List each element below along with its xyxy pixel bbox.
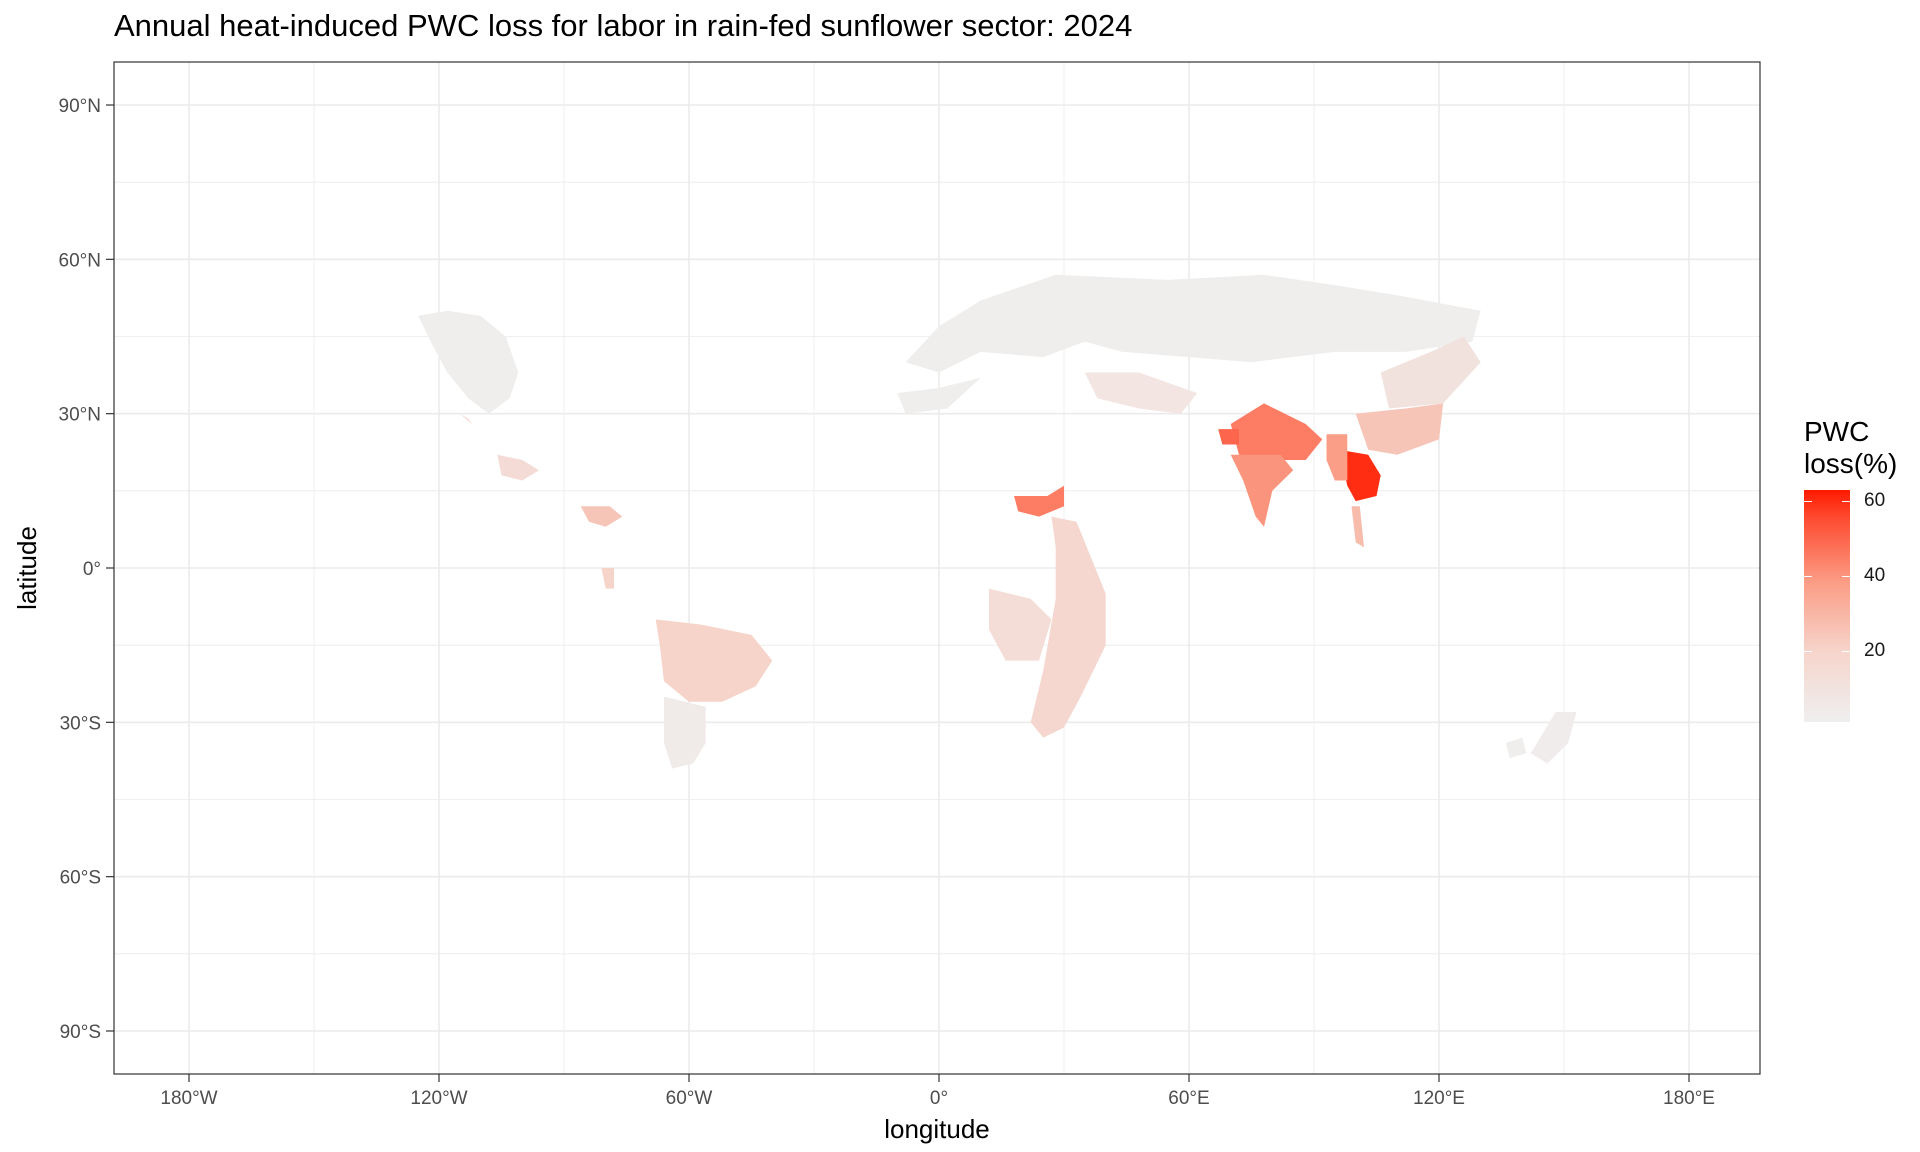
region-australia-southwest	[1505, 737, 1527, 759]
y-axis-title: latitude	[12, 526, 42, 610]
legend-colorbar	[1804, 490, 1850, 722]
region-north-america-west	[418, 310, 519, 414]
chart-title: Annual heat-induced PWC loss for labor i…	[114, 8, 1133, 43]
legend-title-line2: loss(%)	[1804, 448, 1898, 479]
region-china-east	[1380, 336, 1481, 409]
x-tick-label: 180°E	[1663, 1088, 1715, 1109]
y-tick-label: 30°S	[60, 713, 101, 734]
region-south-america-south	[664, 696, 706, 769]
legend-tick-label: 20	[1864, 639, 1886, 661]
x-tick-label: 60°E	[1168, 1088, 1209, 1109]
region-pakistan-patch	[1218, 429, 1239, 445]
region-india-south	[1230, 454, 1294, 527]
legend: PWC loss(%) 60 40 20	[1804, 416, 1920, 722]
legend-tick-mark	[1842, 650, 1850, 652]
region-north-africa	[897, 377, 981, 414]
x-axis-ticks: 180°W 120°W 60°W 0° 60°E 120°E 180°E	[160, 1074, 1715, 1109]
y-tick-label: 90°S	[60, 1022, 101, 1043]
legend-title: PWC loss(%)	[1804, 416, 1920, 480]
data-regions	[418, 274, 1577, 769]
x-tick-label: 60°W	[666, 1088, 713, 1109]
x-tick-label: 0°	[930, 1088, 948, 1109]
region-mexico	[497, 454, 539, 481]
legend-tick-mark	[1804, 576, 1812, 578]
x-tick-label: 120°W	[410, 1088, 467, 1109]
x-tick-label: 180°W	[160, 1088, 217, 1109]
region-china-south	[1355, 403, 1444, 455]
legend-tick-mark	[1842, 501, 1850, 503]
region-central-america	[580, 506, 623, 527]
region-ecuador-region	[601, 568, 614, 589]
legend-title-line1: PWC	[1804, 416, 1870, 447]
legend-tick-label: 40	[1864, 565, 1886, 587]
legend-tick-mark	[1804, 501, 1812, 503]
region-myanmar	[1326, 434, 1348, 481]
region-southeast-asia	[1339, 449, 1381, 502]
y-tick-label: 60°S	[60, 868, 101, 889]
region-south-america-north	[655, 619, 773, 702]
region-malay	[1351, 506, 1364, 548]
y-tick-label: 90°N	[59, 96, 101, 117]
legend-tick-mark	[1804, 650, 1812, 652]
y-tick-label: 30°N	[59, 405, 101, 426]
x-axis-title: longitude	[884, 1114, 990, 1144]
y-tick-label: 60°N	[59, 250, 101, 271]
region-east-africa	[1030, 516, 1106, 738]
y-axis-ticks: 90°N 60°N 30°N 0° 30°S 60°S 90°S	[59, 96, 114, 1043]
region-middle-east	[1084, 372, 1198, 414]
region-europe-russia	[905, 274, 1481, 373]
region-australia-east	[1530, 712, 1577, 764]
region-southern-central-africa	[989, 588, 1052, 661]
grid-lines	[114, 62, 1760, 1074]
region-west-africa-sahel	[1014, 485, 1064, 517]
legend-tick-label: 60	[1864, 490, 1886, 512]
legend-tick-mark	[1842, 576, 1850, 578]
y-tick-label: 0°	[83, 559, 101, 580]
x-tick-label: 120°E	[1413, 1088, 1465, 1109]
region-india-north	[1230, 403, 1323, 460]
